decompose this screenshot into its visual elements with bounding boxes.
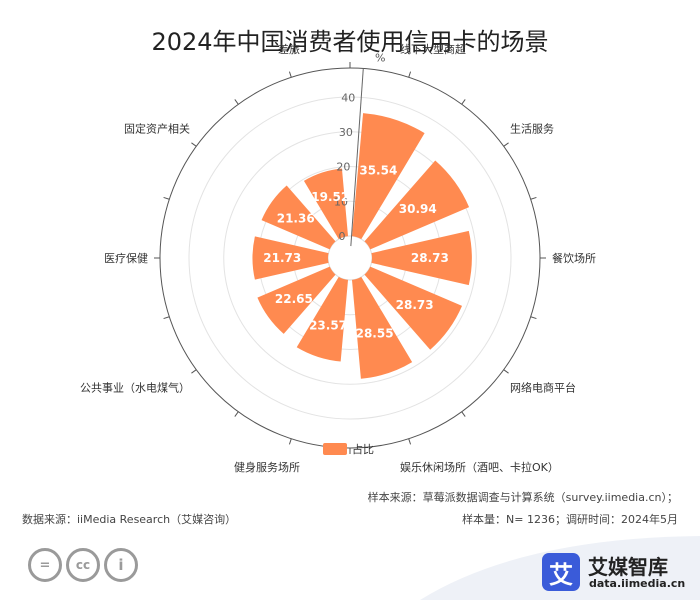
radial-tick-20: 20	[336, 161, 350, 174]
outer-tick	[530, 316, 537, 320]
outer-tick	[234, 411, 239, 417]
radial-tick-10: 10	[334, 195, 348, 208]
category-label-2: 餐饮场所	[552, 251, 596, 265]
outer-tick	[163, 316, 170, 320]
category-label-1: 生活服务	[510, 122, 554, 136]
license-cc-icon: cc	[66, 548, 100, 582]
license-nd-icon: =	[28, 548, 62, 582]
brand-logo-icon: 艾	[542, 553, 580, 591]
chart-title: 2024年中国消费者使用信用卡的场景	[151, 28, 549, 56]
outer-tick	[191, 369, 197, 374]
value-label-0: 35.54	[359, 164, 397, 178]
value-label-5: 23.57	[309, 318, 347, 332]
brand-url: data.iimedia.cn	[589, 577, 686, 590]
category-label-4: 娱乐休闲场所（酒吧、卡拉OK）	[400, 460, 559, 474]
data-source-note: 数据来源：iiMedia Research（艾媒咨询）	[22, 513, 237, 526]
legend-label: 占比	[352, 442, 374, 456]
category-label-7: 医疗保健	[104, 251, 148, 265]
grid-ring	[188, 96, 512, 420]
category-label-9: 差旅	[278, 42, 300, 56]
legend-swatch	[323, 443, 347, 455]
value-label-2: 28.73	[411, 251, 449, 265]
sample-info-note: 样本量：N= 1236；调研时间：2024年5月	[462, 513, 678, 526]
bar-7	[252, 236, 329, 280]
value-label-9: 19.52	[311, 190, 349, 204]
category-label-6: 公共事业（水电煤气）	[80, 380, 190, 394]
value-label-7: 21.73	[263, 251, 301, 265]
bar-1	[364, 160, 470, 250]
outer-tick	[503, 369, 509, 374]
bar-2	[371, 230, 472, 286]
radial-tick-30: 30	[339, 126, 353, 139]
license-by-icon: i	[104, 548, 138, 582]
value-label-6: 22.65	[275, 292, 313, 306]
outer-tick	[288, 71, 292, 78]
outer-tick	[408, 438, 412, 445]
outer-tick	[461, 99, 466, 105]
value-label-1: 30.94	[399, 202, 437, 216]
category-label-3: 网络电商平台	[510, 380, 576, 394]
bar-4	[351, 276, 413, 379]
bar-3	[364, 266, 463, 350]
brand-name: 艾媒智库	[588, 555, 668, 579]
sample-source-note: 样本来源：草莓派数据调查与计算系统（survey.iimedia.cn）；	[367, 491, 678, 504]
outer-tick	[530, 196, 537, 200]
inner-ring	[327, 235, 373, 281]
outer-tick	[163, 196, 170, 200]
category-label-5: 健身服务场所	[234, 460, 300, 474]
radial-tick-0: 0	[339, 230, 346, 243]
value-label-4: 28.55	[356, 327, 394, 341]
radial-axis	[350, 68, 364, 247]
bar-5	[296, 276, 349, 362]
category-label-0: 线下大型商超	[400, 42, 466, 56]
outer-tick	[503, 142, 509, 147]
outer-tick	[408, 71, 412, 78]
radial-tick-40: 40	[341, 91, 355, 104]
outer-tick	[461, 411, 466, 417]
bar-0	[351, 113, 425, 240]
category-label-8: 固定资产相关	[124, 122, 190, 136]
outer-tick	[234, 99, 239, 105]
outer-axis-ring	[159, 67, 541, 449]
outer-tick	[288, 438, 292, 445]
grid-ring	[223, 131, 477, 385]
outer-tick	[191, 142, 197, 147]
value-label-8: 21.36	[277, 212, 315, 226]
value-label-3: 28.73	[396, 298, 434, 312]
bar-6	[257, 266, 336, 334]
bar-9	[303, 168, 349, 240]
bar-8	[261, 185, 336, 250]
unit-label: %	[375, 51, 385, 64]
